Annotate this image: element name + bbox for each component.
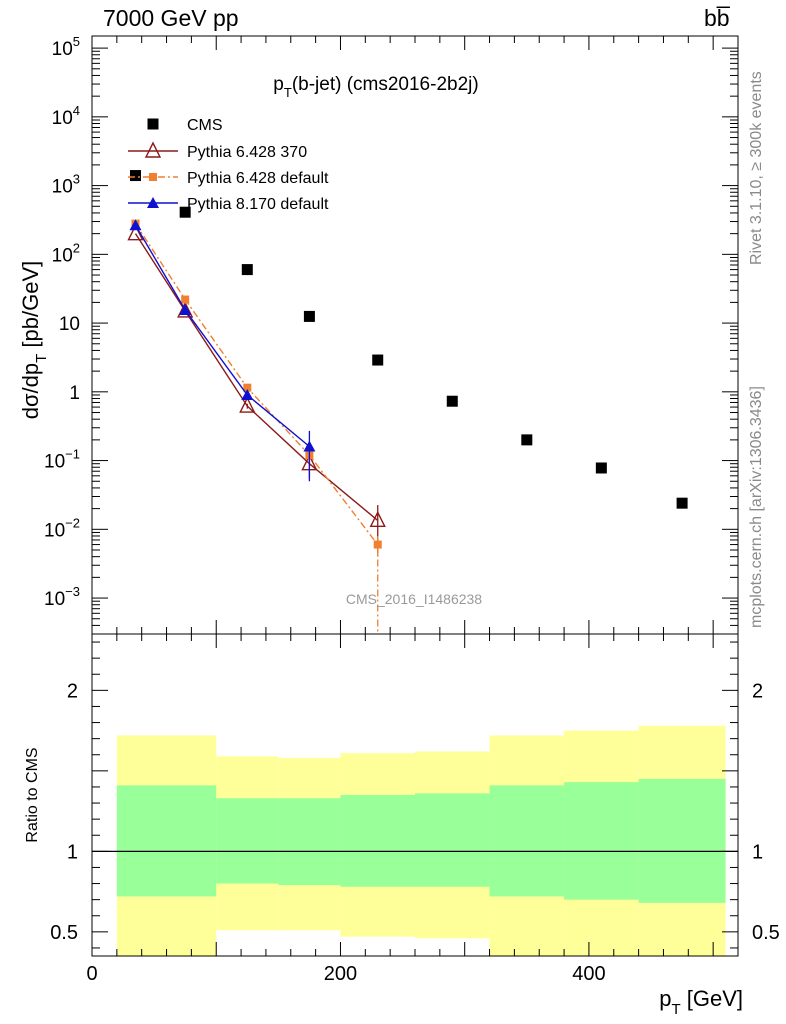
- data-point: [177, 301, 194, 318]
- ratio-band-stat: [489, 785, 565, 897]
- ratio-band-stat: [216, 798, 279, 884]
- ratio-y-tick-label-right: 0.5: [752, 922, 780, 944]
- y-tick-label: 102: [52, 240, 80, 266]
- y-axis-label: dσ/dpT [pb/GeV]: [18, 261, 50, 420]
- legend-item-1: Pythia 6.428 370: [128, 141, 307, 161]
- data-point: [241, 264, 253, 276]
- data-point: [369, 510, 386, 528]
- ratio-band-stat: [638, 778, 726, 903]
- legend-label: CMS: [187, 117, 223, 134]
- rivet-version-label: Rivet 3.1.10, ≥ 300k events: [748, 71, 765, 265]
- y-tick-label: 10: [59, 314, 80, 335]
- y-tick-label: 10−2: [44, 515, 80, 541]
- series-line: [134, 224, 310, 448]
- ratio-y-tick-label: 0.5: [50, 922, 78, 944]
- y-tick-label: 103: [52, 172, 80, 198]
- legend-item-2: Pythia 6.428 default: [128, 170, 329, 187]
- data-point: [303, 440, 316, 452]
- data-point: [241, 388, 254, 400]
- legend-item-3: Pythia 8.170 default: [128, 196, 329, 213]
- data-point: [129, 219, 142, 231]
- data-point: [149, 173, 157, 181]
- ratio-band-stat: [116, 785, 217, 897]
- y-tick-label: 1: [69, 383, 80, 404]
- data-point: [147, 197, 159, 208]
- ratio-y-label: Ratio to CMS: [24, 747, 41, 842]
- data-point: [446, 395, 458, 407]
- data-point: [181, 295, 190, 304]
- legend: CMS Pythia 6.428 370 Pythia 6.428 default P…: [128, 117, 329, 213]
- y-tick-label: 10−3: [44, 584, 80, 610]
- data-point: [129, 170, 141, 182]
- x-tick-label: 400: [572, 963, 605, 985]
- data-point: [144, 141, 162, 158]
- series-3: [129, 219, 316, 482]
- data-point: [239, 396, 256, 413]
- x-axis-label: pT [GeV]: [659, 986, 743, 1018]
- series-2: [131, 219, 382, 557]
- x-tick-label: 0: [86, 963, 97, 985]
- data-point: [243, 383, 252, 392]
- legend-label: Pythia 6.428 default: [187, 170, 329, 187]
- ratio-y-tick-label: 2: [67, 680, 78, 702]
- data-point: [676, 497, 688, 509]
- data-point: [179, 206, 191, 218]
- process-label: bb̅: [704, 5, 730, 31]
- main-panel: [127, 170, 688, 634]
- chart-title: pT(b-jet) (cms2016-2b2j): [273, 74, 478, 100]
- ratio-band-stat: [278, 798, 341, 886]
- data-point: [595, 462, 607, 474]
- legend-item-0: CMS: [147, 117, 223, 134]
- legend-label: Pythia 6.428 370: [187, 144, 307, 161]
- data-point: [521, 434, 533, 446]
- data-point: [179, 303, 192, 315]
- y-tick-label: 104: [52, 103, 80, 129]
- series-0: [129, 170, 688, 509]
- series-line: [134, 233, 379, 521]
- data-point: [127, 224, 144, 241]
- ratio-y-tick-label-right: 2: [752, 680, 763, 702]
- watermark: CMS_2016_I1486238: [346, 591, 482, 607]
- data-point: [372, 354, 384, 366]
- ratio-band-stat: [340, 795, 415, 887]
- mcplots-label: mcplots.cern.ch [arXiv:1306.3436]: [748, 386, 765, 628]
- series-line: [134, 223, 379, 546]
- ratio-band-stat: [415, 793, 490, 887]
- ratio-band-stat: [564, 782, 639, 900]
- y-tick-label: 105: [52, 34, 80, 60]
- labels: pT(b-jet) (cms2016-2b2j) CMS_2016_I14862…: [18, 74, 743, 1018]
- ratio-y-tick-label: 1: [67, 841, 78, 863]
- legend-label: Pythia 8.170 default: [187, 196, 329, 213]
- data-point: [147, 118, 159, 130]
- energy-label: 7000 GeV pp: [103, 5, 239, 31]
- ratio-y-tick-label-right: 1: [752, 841, 763, 863]
- ratio-panel: [92, 725, 738, 956]
- y-tick-label: 10−1: [44, 447, 80, 473]
- x-tick-label: 200: [324, 963, 357, 985]
- data-point: [303, 310, 315, 322]
